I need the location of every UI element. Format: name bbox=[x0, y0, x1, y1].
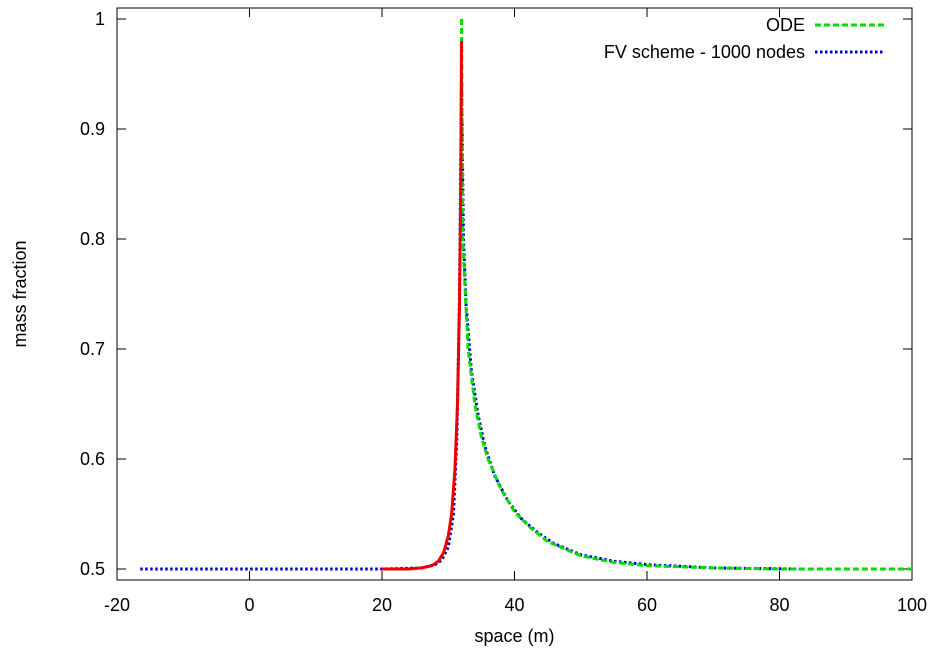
y-axis-label: mass fraction bbox=[10, 240, 30, 347]
x-tick-label: 0 bbox=[244, 595, 254, 615]
series-line bbox=[460, 18, 912, 571]
y-tick-labels: 0.5 0.6 0.7 0.8 0.9 1 bbox=[80, 9, 105, 579]
legend-label: FV scheme - 1000 nodes bbox=[604, 42, 805, 62]
x-tick-label: -20 bbox=[104, 595, 130, 615]
legend: ODE FV scheme - 1000 nodes bbox=[604, 15, 885, 62]
x-tick-label: 60 bbox=[637, 595, 657, 615]
y-tick-label: 1 bbox=[95, 9, 105, 29]
x-axis-label: space (m) bbox=[474, 626, 554, 646]
y-tick-label: 0.8 bbox=[80, 229, 105, 249]
plot-frame bbox=[116, 7, 913, 581]
y-tick-label: 0.6 bbox=[80, 449, 105, 469]
y-tick-label: 0.7 bbox=[80, 339, 105, 359]
series-line bbox=[382, 40, 463, 571]
x-tick-label: 80 bbox=[769, 595, 789, 615]
series-lines bbox=[140, 18, 912, 571]
x-tick-label: 100 bbox=[897, 595, 927, 615]
x-tick-labels: -20 0 20 40 60 80 100 bbox=[104, 595, 927, 615]
y-tick-label: 0.9 bbox=[80, 119, 105, 139]
axis-ticks bbox=[116, 8, 913, 580]
legend-label: ODE bbox=[766, 15, 805, 35]
x-tick-label: 20 bbox=[372, 595, 392, 615]
y-tick-label: 0.5 bbox=[80, 559, 105, 579]
x-tick-label: 40 bbox=[504, 595, 524, 615]
series-line bbox=[140, 78, 800, 571]
